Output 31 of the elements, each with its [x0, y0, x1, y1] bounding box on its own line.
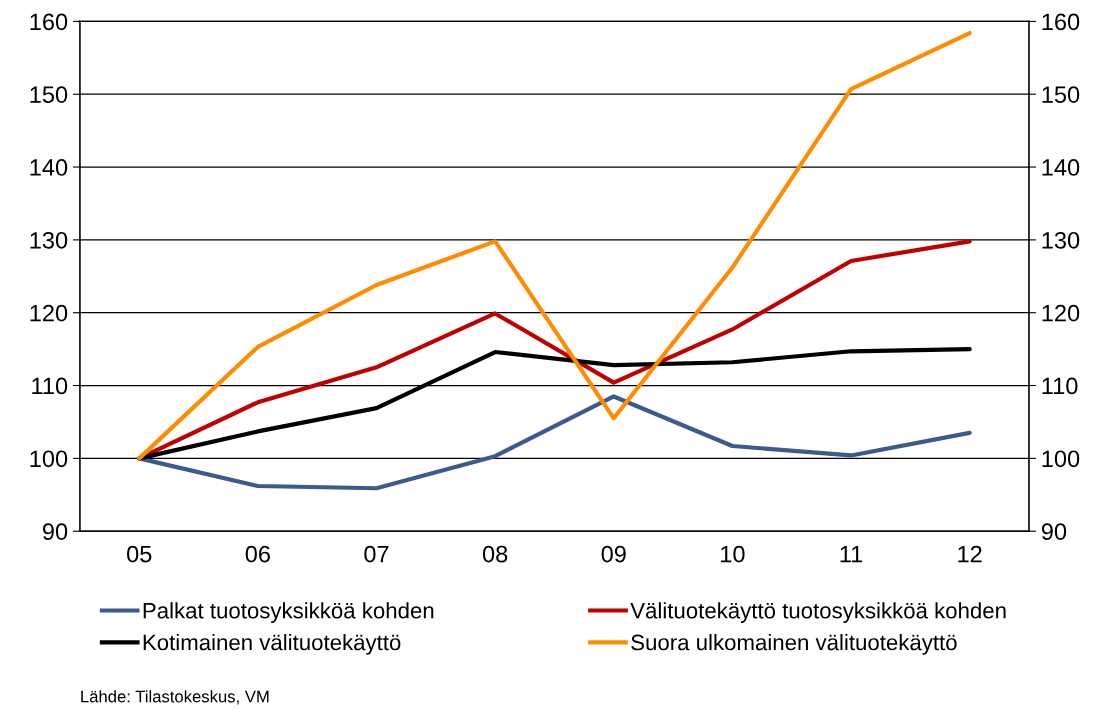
x-tick-label: 11	[840, 545, 863, 563]
x-tick-label: 06	[245, 545, 270, 563]
legend-label: Suora ulkomainen välituotekäyttö	[631, 633, 957, 655]
y-tick-label: 100	[30, 450, 68, 468]
x-tick-label: 12	[958, 545, 982, 563]
x-tick-label: 07	[364, 545, 389, 563]
x-tick-label: 05	[127, 545, 152, 563]
y2-tick-label: 140	[1042, 159, 1080, 176]
y-tick-label: 120	[30, 304, 68, 322]
legend-label: Palkat tuotosyksikköä kohden	[143, 602, 434, 623]
legend-label: Välituotekäyttö tuotosyksikköä kohden	[630, 602, 1006, 623]
y-tick-label: 110	[32, 377, 68, 395]
line-series	[137, 30, 972, 461]
y2-tick-label: 150	[1042, 86, 1080, 104]
y2-tick-label: 110	[1042, 377, 1078, 395]
y2-tick-label: 160	[1042, 13, 1080, 31]
x-tick-label: 09	[601, 545, 626, 563]
line-series	[137, 394, 972, 491]
y2-tick-label: 90	[1041, 523, 1067, 540]
y-tick-label: 140	[30, 159, 68, 176]
y2-tick-label: 130	[1042, 231, 1080, 249]
y-tick-label: 150	[30, 86, 68, 104]
y2-tick-label: 100	[1042, 450, 1080, 468]
text: Lähde: Tilastokeskus, VM	[81, 690, 269, 705]
y-tick-label: 90	[42, 523, 68, 540]
y2-tick-label: 120	[1042, 304, 1080, 322]
legend-label: Kotimainen välituotekäyttö	[143, 633, 401, 655]
x-tick-label: 08	[482, 545, 508, 563]
y-tick-label: 160	[30, 13, 68, 31]
x-tick-label: 10	[721, 545, 745, 563]
y-tick-label: 130	[30, 231, 68, 249]
